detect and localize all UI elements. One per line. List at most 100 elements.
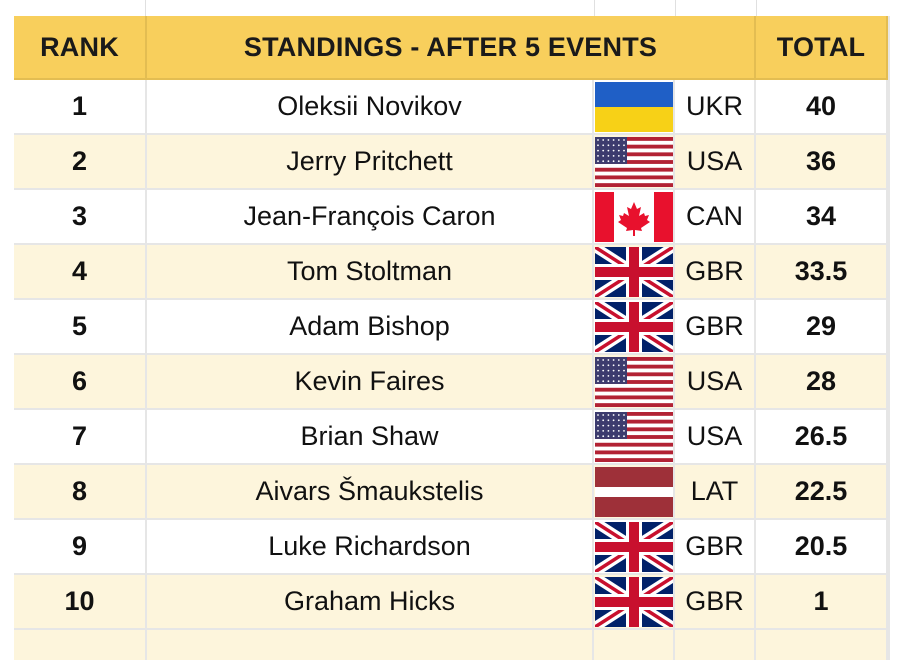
total-value: 36: [805, 146, 837, 176]
rank-cell[interactable]: 3: [14, 190, 147, 245]
country-cell[interactable]: UKR: [675, 80, 756, 135]
flag-cell[interactable]: [594, 520, 675, 575]
flag-cell[interactable]: [594, 135, 675, 190]
gridline: [594, 0, 595, 16]
rank-value: 8: [71, 476, 88, 506]
rank-cell[interactable]: 1: [14, 80, 147, 135]
flag-cell[interactable]: [594, 300, 675, 355]
country-code: USA: [686, 366, 743, 396]
rank-cell[interactable]: 10: [14, 575, 147, 630]
athlete-name: Oleksii Novikov: [277, 91, 462, 121]
rank-cell[interactable]: 4: [14, 245, 147, 300]
table-row[interactable]: 5 Adam Bishop GBR 29: [14, 300, 888, 355]
rank-value: 1: [71, 91, 88, 121]
country-code: CAN: [685, 201, 743, 231]
empty-cell[interactable]: [14, 630, 147, 660]
rank-cell[interactable]: 5: [14, 300, 147, 355]
flag-cell[interactable]: [594, 190, 675, 245]
athlete-name: Aivars Šmaukstelis: [255, 476, 484, 506]
name-cell[interactable]: Oleksii Novikov: [147, 80, 594, 135]
total-cell[interactable]: 28: [756, 355, 888, 410]
athlete-name: Brian Shaw: [300, 421, 439, 451]
gridline: [145, 0, 146, 16]
total-cell[interactable]: 33.5: [756, 245, 888, 300]
athlete-name: Tom Stoltman: [286, 256, 453, 286]
total-value: 26.5: [794, 421, 848, 451]
empty-cell[interactable]: [147, 630, 594, 660]
name-cell[interactable]: Luke Richardson: [147, 520, 594, 575]
total-cell[interactable]: 26.5: [756, 410, 888, 465]
country-code: GBR: [685, 586, 744, 616]
name-cell[interactable]: Jerry Pritchett: [147, 135, 594, 190]
rank-cell[interactable]: 9: [14, 520, 147, 575]
flag-cell[interactable]: [594, 575, 675, 630]
uk-flag-icon: [594, 521, 673, 572]
total-value: 29: [805, 311, 837, 341]
table-row[interactable]: 2 Jerry Pritchett USA 36: [14, 135, 888, 190]
country-cell[interactable]: LAT: [675, 465, 756, 520]
name-cell[interactable]: Tom Stoltman: [147, 245, 594, 300]
name-cell[interactable]: Aivars Šmaukstelis: [147, 465, 594, 520]
name-cell[interactable]: Adam Bishop: [147, 300, 594, 355]
rank-value: 4: [71, 256, 88, 286]
country-cell[interactable]: USA: [675, 410, 756, 465]
empty-row[interactable]: [14, 630, 888, 660]
rank-cell[interactable]: 7: [14, 410, 147, 465]
empty-cell[interactable]: [594, 630, 675, 660]
table-row[interactable]: 9 Luke Richardson GBR 20.5: [14, 520, 888, 575]
country-cell[interactable]: USA: [675, 135, 756, 190]
rank-value: 7: [71, 421, 88, 451]
name-cell[interactable]: Graham Hicks: [147, 575, 594, 630]
flag-cell[interactable]: [594, 465, 675, 520]
country-cell[interactable]: GBR: [675, 245, 756, 300]
country-code: USA: [686, 421, 743, 451]
table-row[interactable]: 10 Graham Hicks GBR 1: [14, 575, 888, 630]
table-row[interactable]: 8 Aivars Šmaukstelis LAT 22.5: [14, 465, 888, 520]
table-row[interactable]: 6 Kevin Faires USA 28: [14, 355, 888, 410]
rank-cell[interactable]: 2: [14, 135, 147, 190]
total-cell[interactable]: 29: [756, 300, 888, 355]
total-value: 1: [813, 586, 829, 616]
name-cell[interactable]: Kevin Faires: [147, 355, 594, 410]
rank-cell[interactable]: 8: [14, 465, 147, 520]
usa-flag-icon: [594, 411, 673, 462]
total-cell[interactable]: 20.5: [756, 520, 888, 575]
total-cell[interactable]: 22.5: [756, 465, 888, 520]
uk-flag-icon: [594, 576, 673, 627]
rank-value: 5: [71, 311, 88, 341]
empty-cell[interactable]: [756, 630, 888, 660]
canada-flag-icon: [594, 191, 673, 242]
total-cell[interactable]: 34: [756, 190, 888, 245]
empty-cell[interactable]: [675, 630, 756, 660]
flag-cell[interactable]: [594, 355, 675, 410]
total-cell[interactable]: 36: [756, 135, 888, 190]
country-cell[interactable]: CAN: [675, 190, 756, 245]
table-row[interactable]: 3 Jean-François Caron CAN 34: [14, 190, 888, 245]
rank-value: 3: [71, 201, 88, 231]
header-cell-standings[interactable]: STANDINGS - AFTER 5 EVENTS: [147, 16, 756, 80]
ukraine-flag-icon: [594, 81, 673, 132]
table-row[interactable]: 1 Oleksii Novikov UKR 40: [14, 80, 888, 135]
country-cell[interactable]: GBR: [675, 300, 756, 355]
table-row[interactable]: 4 Tom Stoltman GBR 33.5: [14, 245, 888, 300]
country-cell[interactable]: GBR: [675, 575, 756, 630]
name-cell[interactable]: Brian Shaw: [147, 410, 594, 465]
flag-cell[interactable]: [594, 245, 675, 300]
rank-value: 2: [71, 146, 88, 176]
flag-cell[interactable]: [594, 80, 675, 135]
total-cell[interactable]: 40: [756, 80, 888, 135]
name-cell[interactable]: Jean-François Caron: [147, 190, 594, 245]
total-cell[interactable]: 1: [756, 575, 888, 630]
header-cell-total[interactable]: TOTAL: [756, 16, 888, 80]
latvia-flag-icon: [594, 466, 673, 517]
uk-flag-icon: [594, 246, 673, 297]
total-value: 33.5: [794, 256, 848, 286]
flag-cell[interactable]: [594, 410, 675, 465]
country-cell[interactable]: GBR: [675, 520, 756, 575]
rank-cell[interactable]: 6: [14, 355, 147, 410]
header-cell-rank[interactable]: RANK: [14, 16, 147, 80]
table-row[interactable]: 7 Brian Shaw USA 26.5: [14, 410, 888, 465]
country-cell[interactable]: USA: [675, 355, 756, 410]
athlete-name: Luke Richardson: [268, 531, 471, 561]
